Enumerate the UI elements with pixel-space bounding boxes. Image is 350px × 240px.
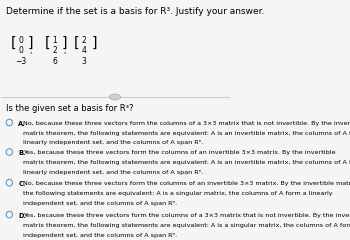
- Text: ]: ]: [62, 36, 67, 50]
- Text: C.: C.: [19, 181, 26, 187]
- Text: 4: 4: [82, 46, 87, 55]
- Text: A.: A.: [19, 121, 26, 127]
- Text: No, because these three vectors form the columns of a 3×3 matrix that is not inv: No, because these three vectors form the…: [23, 121, 350, 126]
- Text: No, because these three vectors form the columns of an invertible 3×3 matrix. By: No, because these three vectors form the…: [23, 181, 350, 186]
- Text: ]: ]: [28, 36, 33, 50]
- Text: independent set, and the columns of A span Rⁿ.: independent set, and the columns of A sp…: [23, 201, 177, 206]
- Text: linearly independent set, and the columns of A span Rⁿ.: linearly independent set, and the column…: [23, 140, 203, 145]
- Text: independent set, and the columns of A span Rⁿ.: independent set, and the columns of A sp…: [23, 233, 177, 238]
- Text: [: [: [44, 36, 50, 50]
- Text: Is the given set a basis for R³?: Is the given set a basis for R³?: [6, 104, 133, 113]
- Text: [: [: [74, 36, 79, 50]
- Text: matrix theorem, the following statements are equivalent: A is a singular matrix,: matrix theorem, the following statements…: [23, 223, 350, 228]
- Text: 2: 2: [52, 46, 57, 55]
- Text: 0: 0: [18, 36, 23, 45]
- Text: 6: 6: [52, 57, 57, 66]
- Text: ]: ]: [91, 36, 97, 50]
- Text: B.: B.: [19, 150, 26, 156]
- Text: ,: ,: [30, 46, 32, 55]
- Text: linearly independent set, and the columns of A span Rⁿ.: linearly independent set, and the column…: [23, 170, 203, 175]
- Text: the following statements are equivalent: A is a singular matrix, the columns of : the following statements are equivalent:…: [23, 191, 332, 196]
- Text: matrix theorem, the following statements are equivalent: A is an invertible matr: matrix theorem, the following statements…: [23, 160, 350, 165]
- Text: 3: 3: [82, 57, 87, 66]
- Text: D.: D.: [19, 213, 27, 219]
- Text: Determine if the set is a basis for R³. Justify your answer.: Determine if the set is a basis for R³. …: [6, 7, 264, 16]
- Text: 2: 2: [82, 36, 87, 45]
- Text: Yes, because these three vectors form the columns of an invertible 3×3 matrix. B: Yes, because these three vectors form th…: [23, 150, 336, 155]
- Text: [: [: [10, 36, 16, 50]
- Text: 0: 0: [18, 46, 23, 55]
- Ellipse shape: [109, 94, 121, 100]
- Text: ,: ,: [64, 46, 66, 55]
- Text: Yes, because these three vectors form the columns of a 3×3 matrix that is not in: Yes, because these three vectors form th…: [23, 213, 350, 218]
- Text: 1: 1: [52, 36, 57, 45]
- Text: matrix theorem, the following statements are equivalent: A is an invertible matr: matrix theorem, the following statements…: [23, 131, 350, 136]
- Text: −3: −3: [15, 57, 26, 66]
